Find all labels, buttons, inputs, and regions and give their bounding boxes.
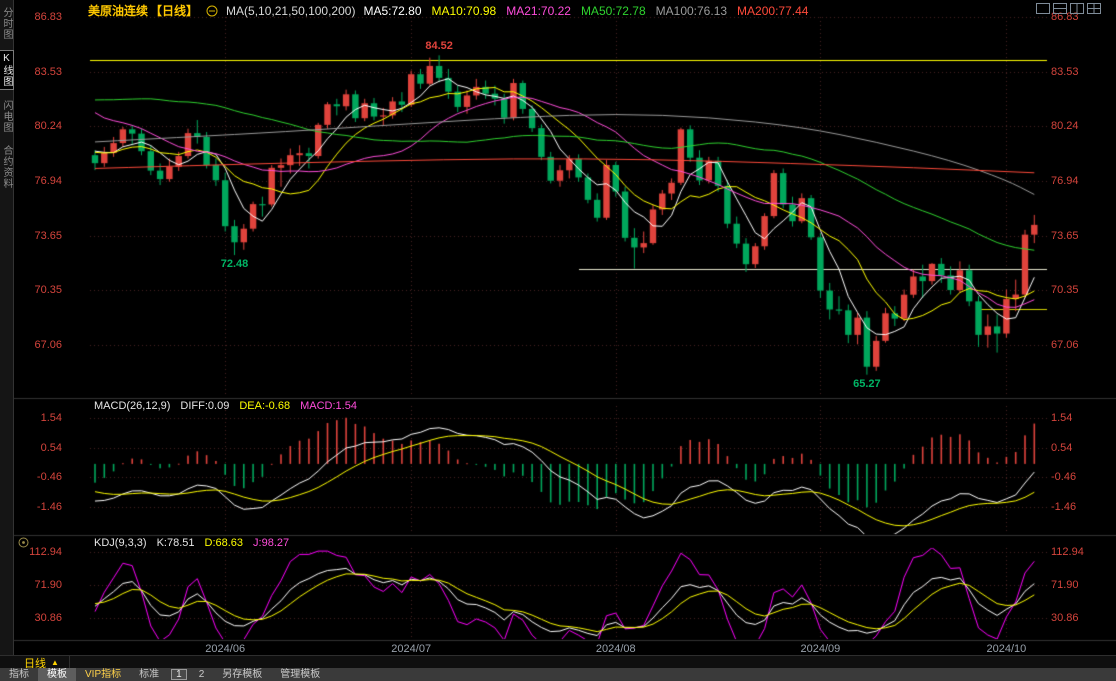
axis-tick-label: 71.90 xyxy=(34,579,62,591)
axis-tick-label: 76.94 xyxy=(1051,175,1079,187)
axis-tick-label: 0.54 xyxy=(40,442,62,454)
ma-legend-item: MA100:76.13 xyxy=(655,3,728,18)
tab-vip-indicators[interactable]: VIP指标 xyxy=(85,669,122,680)
sidebar-item-contract-info[interactable]: 合约资料 xyxy=(1,145,12,189)
ma-legend: MA5:72.80 MA10:70.98 MA21:70.22 MA50:72.78 M… xyxy=(363,4,808,18)
tab-templates[interactable]: 模板 xyxy=(38,668,76,681)
left-sidebar: 分时图 K线图闪电图合约资料 xyxy=(0,0,14,655)
tab-save-template[interactable]: 另存模板 xyxy=(222,669,263,680)
kdj-legend: KDJ(9,3,3) K:78.51 D:68.63 J:98.27 xyxy=(94,537,289,549)
period-select-button[interactable]: 日线 ▲ xyxy=(14,656,70,670)
tab-standard[interactable]: 标准 xyxy=(139,669,160,680)
kdj-d-value: D:68.63 xyxy=(204,537,244,549)
tab-page-2[interactable]: 2 xyxy=(198,669,205,680)
ma-legend-item: MA200:77.44 xyxy=(737,3,809,18)
axis-tick-label: -1.46 xyxy=(1051,501,1077,513)
kdj-caption: KDJ(9,3,3) xyxy=(94,537,147,549)
macd-caption: MACD(26,12,9) xyxy=(94,400,171,412)
macd-diff-value: DIFF:0.09 xyxy=(180,400,230,412)
quad-pane-icon[interactable] xyxy=(1087,3,1101,14)
axis-tick-label: 30.86 xyxy=(1051,612,1079,624)
axis-tick-label: -0.46 xyxy=(36,471,62,483)
ma-caption: MA(5,10,21,50,100,200) xyxy=(226,3,356,18)
axis-tick-label: 80.24 xyxy=(34,120,62,132)
single-pane-icon[interactable] xyxy=(1036,3,1050,14)
arrow-up-icon: ▲ xyxy=(51,658,59,667)
axis-tick-label: 70.35 xyxy=(1051,284,1079,296)
axis-tick-label: 67.06 xyxy=(34,339,62,351)
axis-tick-label: 83.53 xyxy=(1051,66,1079,78)
date-axis-label: 2024/06 xyxy=(205,643,246,655)
chart-canvas[interactable] xyxy=(0,0,1116,656)
kdj-k-value: K:78.51 xyxy=(156,537,195,549)
axis-tick-label: 80.24 xyxy=(1051,120,1079,132)
bottom-toolbar: 指标 模板 VIP指标 标准 1 2 另存模板 管理模板 xyxy=(0,668,1116,681)
circled-minus-icon[interactable] xyxy=(206,5,218,17)
tab-page-1[interactable]: 1 xyxy=(171,669,187,680)
tab-manage-template[interactable]: 管理模板 xyxy=(280,669,321,680)
ma-legend-item: MA21:70.22 xyxy=(506,3,571,18)
ma-legend-item: MA50:72.78 xyxy=(580,3,646,18)
axis-tick-label: 83.53 xyxy=(34,66,62,78)
sidebar-item-flash-chart[interactable]: 闪电图 xyxy=(1,100,12,133)
date-axis-label: 2024/08 xyxy=(595,643,636,655)
axis-tick-label: 0.54 xyxy=(1051,442,1073,454)
axis-tick-label: 73.65 xyxy=(1051,230,1079,242)
axis-tick-label: 112.94 xyxy=(29,546,62,558)
axis-tick-label: 112.94 xyxy=(1051,546,1084,558)
tab-indicators[interactable]: 指标 xyxy=(9,669,29,680)
axis-tick-label: 70.35 xyxy=(34,284,62,296)
axis-tick-label: -0.46 xyxy=(1051,471,1077,483)
macd-hist-value: MACD:1.54 xyxy=(300,400,357,412)
date-axis-label: 2024/10 xyxy=(986,643,1027,655)
price-extreme-label: 72.48 xyxy=(220,258,249,271)
axis-tick-label: 86.83 xyxy=(1051,11,1079,23)
macd-legend: MACD(26,12,9) DIFF:0.09 DEA:-0.68 MACD:1… xyxy=(94,400,357,412)
axis-tick-label: 71.90 xyxy=(1051,579,1079,591)
axis-tick-label: 1.54 xyxy=(40,412,62,424)
ma-legend-item: MA10:70.98 xyxy=(431,3,497,18)
period-bar: 日线 ▲ xyxy=(0,655,1116,670)
macd-dea-value: DEA:-0.68 xyxy=(239,400,291,412)
chart-header: 美原油连续 【日线】 MA(5,10,21,50,100,200) MA5:72… xyxy=(88,3,808,19)
kdj-j-value: J:98.27 xyxy=(253,537,290,549)
price-extreme-label: 65.27 xyxy=(853,377,881,390)
circled-dot-icon[interactable] xyxy=(18,537,29,548)
date-axis-label: 2024/07 xyxy=(391,643,432,655)
split-vertical-icon[interactable] xyxy=(1070,3,1084,14)
axis-tick-label: 30.86 xyxy=(34,612,62,624)
price-extreme-label: 84.52 xyxy=(425,40,453,53)
sidebar-item-time-chart[interactable]: 分时图 xyxy=(1,7,12,40)
pane-layout-icons xyxy=(1036,3,1101,14)
symbol-title: 美原油连续 xyxy=(88,4,149,18)
axis-tick-label: 67.06 xyxy=(1051,339,1079,351)
axis-tick-label: 1.54 xyxy=(1051,412,1073,424)
sidebar-item-kline-chart[interactable]: K线图 xyxy=(0,50,14,90)
axis-tick-label: 73.65 xyxy=(34,230,62,242)
axis-tick-label: 86.83 xyxy=(34,11,62,23)
date-axis-label: 2024/09 xyxy=(800,643,841,655)
ma-legend-item: MA5:72.80 xyxy=(363,3,422,18)
period-button-label: 日线 xyxy=(24,657,46,670)
axis-tick-label: -1.46 xyxy=(36,501,62,513)
split-horizontal-icon[interactable] xyxy=(1053,3,1067,14)
period-tag: 【日线】 xyxy=(150,4,199,18)
axis-tick-label: 76.94 xyxy=(34,175,62,187)
